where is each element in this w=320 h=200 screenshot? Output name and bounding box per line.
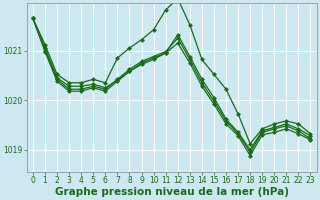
- X-axis label: Graphe pression niveau de la mer (hPa): Graphe pression niveau de la mer (hPa): [55, 187, 289, 197]
